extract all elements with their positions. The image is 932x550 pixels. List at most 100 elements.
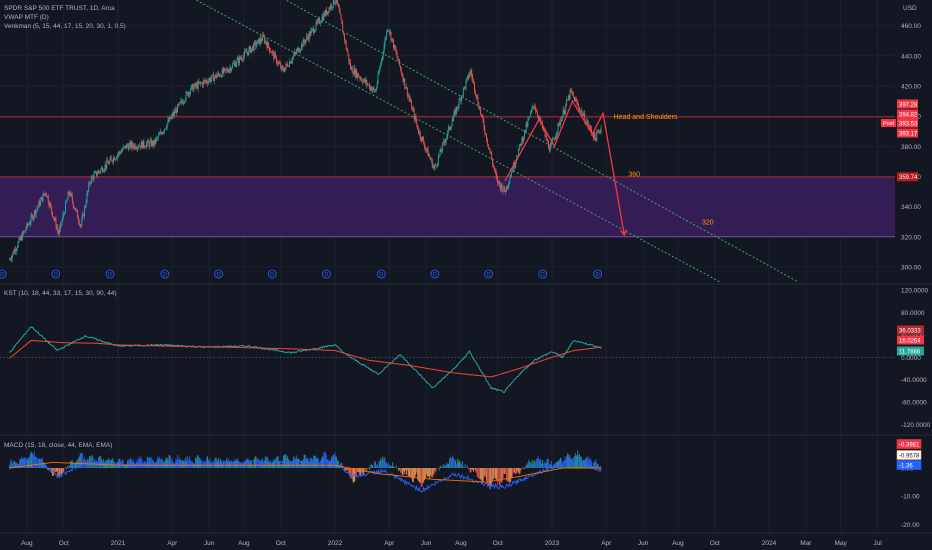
macd-histogram-bar [460,462,462,468]
candle-body [471,73,473,78]
macd-histogram-bar [181,460,183,468]
macd-histogram-bar [511,468,513,477]
channel-trend-line[interactable] [245,0,799,283]
macd-histogram-bar [572,459,574,468]
candle-body [480,113,482,115]
candle-body [460,98,462,102]
candle-body [155,138,157,144]
candle-body [192,84,194,91]
candle-body [257,38,259,41]
dividend-marker[interactable] [484,269,493,279]
macd-histogram-bar [430,468,432,478]
candle-body [455,110,457,115]
channel-trend-line[interactable] [154,0,721,283]
candle-body [575,98,577,101]
candle-body [430,159,432,161]
kst-series-line[interactable] [9,339,602,378]
candle-body [37,206,39,209]
dividend-marker[interactable] [214,269,223,279]
vwap-indicator-label[interactable]: VWAP MTF (D) [4,14,49,21]
candle-body [300,49,302,52]
candle-body [116,155,118,159]
candle-body [316,21,318,23]
candle-body [124,145,126,147]
macd-indicator-label[interactable]: MACD (15, 18, close, 44, EMA, EMA) [4,442,113,449]
candle-body [461,95,463,96]
dividend-marker[interactable] [376,269,386,279]
candle-body [278,62,280,64]
macd-histogram-bar [195,457,197,468]
dividend-marker[interactable] [160,269,170,279]
macd-histogram-bar [298,458,300,468]
candle-body [201,82,203,86]
kst-indicator-label[interactable]: KST (10, 18, 44, 33, 17, 15, 30, 90, 44) [4,290,117,297]
candle-body [486,133,488,141]
candle-body [511,171,513,172]
macd-histogram-bar [599,465,601,468]
macd-line[interactable] [9,456,602,493]
macd-signal-line[interactable] [9,461,602,483]
dividend-marker[interactable] [322,269,331,279]
macd-histogram-bar [511,468,512,478]
candle-body [511,171,512,176]
candle-body [228,69,230,73]
venkman-indicator-label[interactable]: Venkman (5, 15, 44, 17, 15, 20, 30, 1, 0… [4,23,126,30]
macd-histogram-bar [351,468,353,480]
support-zone[interactable] [0,176,895,237]
candle-body [297,48,299,50]
macd-histogram-bar [69,465,71,468]
candle-body [108,162,109,165]
candle-body [422,137,424,140]
dividend-marker-label: D [0,272,4,278]
macd-histogram-bar [445,464,447,468]
dividend-marker[interactable] [105,269,115,279]
candle-body [104,164,106,170]
price-chart-title[interactable]: SPDR S&P 500 ETF TRUST, 1D, Arca [4,5,115,12]
candle-body [290,61,292,64]
macd-histogram-bar [193,464,195,468]
macd-histogram-bar [355,468,357,476]
dividend-marker[interactable] [538,269,548,279]
candle-body [539,118,541,119]
candle-body [380,64,382,68]
dividend-marker[interactable] [593,269,603,279]
kst-series-line[interactable] [9,326,602,394]
candle-body [313,28,314,33]
candle-body [34,210,36,215]
candle-body [521,138,523,146]
candle-body [514,164,516,168]
head-and-shoulders-drawing[interactable] [504,99,625,236]
macd-histogram-bar [501,468,503,483]
macd-histogram-bar [418,468,420,483]
candle-body [11,255,13,260]
macd-histogram-bar [569,454,571,468]
candle-body [188,92,190,96]
candle-body [270,51,272,54]
candle-body [113,157,115,162]
candle-body [322,16,324,20]
macd-histogram-bar [201,465,203,468]
macd-histogram-bar [487,468,489,485]
macd-histogram-bar [329,460,331,468]
dividend-marker[interactable] [0,269,7,279]
dividend-marker[interactable] [267,269,277,279]
candle-body [331,4,333,8]
candle-body [161,133,163,135]
candle-body [369,86,371,89]
candle-body [424,144,426,149]
macd-value-label: -0.9578 [899,453,920,459]
candle-body [491,154,493,160]
macd-histogram-bar [447,463,449,468]
dividend-marker[interactable] [430,269,440,279]
macd-histogram-bar [411,468,413,479]
macd-histogram-bar [439,466,441,468]
candle-body [84,206,86,208]
candle-body [180,100,182,103]
macd-histogram-bar [416,468,418,473]
candle-body [368,84,370,86]
candle-body [425,148,427,150]
dividend-marker[interactable] [51,269,61,279]
macd-histogram-bar [34,451,35,468]
candle-body [199,82,201,84]
